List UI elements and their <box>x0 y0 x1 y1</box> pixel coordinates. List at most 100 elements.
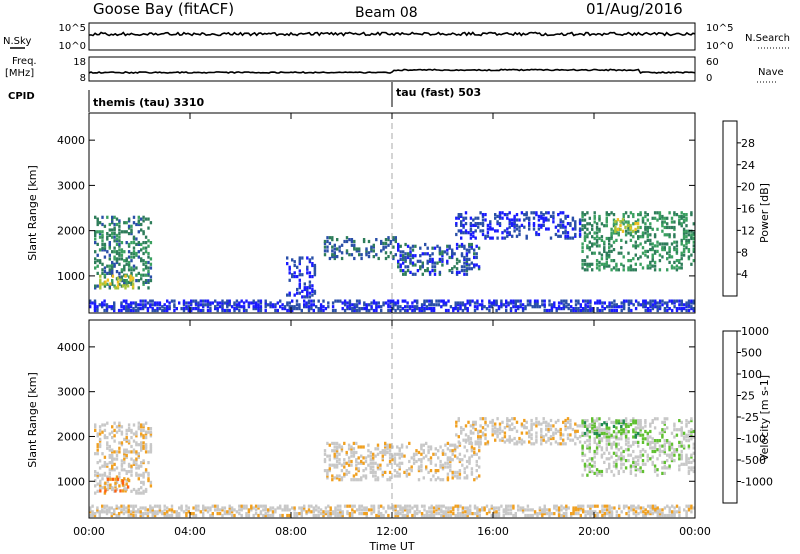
heatmap-cell <box>291 273 294 277</box>
heatmap-cell <box>315 513 318 518</box>
heatmap-cell <box>125 455 128 459</box>
heatmap-cell <box>464 510 467 514</box>
heatmap-cell <box>465 259 469 263</box>
y-tick-label: 1000 <box>57 270 85 283</box>
heatmap-cell <box>559 442 562 446</box>
heatmap-cell <box>291 305 294 309</box>
heatmap-cell <box>685 422 688 426</box>
heatmap-cell <box>142 273 145 277</box>
heatmap-cell <box>399 512 402 516</box>
heatmap-cell <box>529 301 532 305</box>
heatmap-cell <box>89 510 92 514</box>
heatmap-cell <box>161 512 164 516</box>
heatmap-cell <box>547 436 550 441</box>
heatmap-cell <box>656 417 659 421</box>
heatmap-cell <box>286 508 289 512</box>
heatmap-cell <box>687 444 691 448</box>
heatmap-cell <box>377 512 380 516</box>
heatmap-cell <box>646 229 649 233</box>
heatmap-cell <box>603 428 606 432</box>
heatmap-cell <box>146 308 150 313</box>
heatmap-cell <box>121 483 125 487</box>
heatmap-cell <box>463 470 466 474</box>
heatmap-cell <box>452 512 455 516</box>
heatmap-cell <box>549 214 553 218</box>
heatmap-cell <box>398 472 401 476</box>
heatmap-cell <box>466 513 469 518</box>
heatmap-cell <box>194 504 198 508</box>
heatmap-cell <box>228 504 231 508</box>
heatmap-cell <box>199 303 202 307</box>
heatmap-cell <box>606 305 609 309</box>
heatmap-cell <box>386 443 389 447</box>
heatmap-cell <box>99 479 102 483</box>
heatmap-cell <box>307 301 311 305</box>
heatmap-cell <box>216 504 219 508</box>
heatmap-cell <box>598 244 601 248</box>
heatmap-cell <box>440 299 443 303</box>
heatmap-cell <box>436 261 439 265</box>
heatmap-cell <box>331 253 334 257</box>
heatmap-cell <box>627 299 631 303</box>
heatmap-cell <box>533 301 537 305</box>
heatmap-cell <box>484 417 487 421</box>
heatmap-cell <box>583 218 587 222</box>
heatmap-cell <box>168 301 171 305</box>
heatmap-cell <box>303 282 306 286</box>
heatmap-cell <box>538 305 542 309</box>
heatmap-cell <box>603 508 606 512</box>
heatmap-cell <box>374 461 377 465</box>
heatmap-cell <box>149 448 153 452</box>
heatmap-cell <box>298 258 301 262</box>
heatmap-cell <box>454 305 457 309</box>
heatmap-cell <box>469 216 473 220</box>
colorbar-tick-label: 8 <box>741 246 748 259</box>
heatmap-cell <box>646 459 649 463</box>
heatmap-cell <box>594 513 597 518</box>
heatmap-cell <box>610 268 613 272</box>
heatmap-cell <box>137 308 140 313</box>
heatmap-cell <box>577 504 580 508</box>
heatmap-cell <box>469 504 472 508</box>
heatmap-cell <box>675 449 679 454</box>
heatmap-cell <box>137 425 140 429</box>
heatmap-cell <box>108 257 111 261</box>
heatmap-cell <box>430 513 433 518</box>
heatmap-cell <box>598 510 602 514</box>
heatmap-cell <box>632 428 635 432</box>
heatmap-cell <box>639 429 642 434</box>
heatmap-cell <box>375 303 378 307</box>
heatmap-cell <box>300 512 303 516</box>
heatmap-cell <box>94 215 97 219</box>
heatmap-cell <box>618 506 621 510</box>
heatmap-cell <box>144 235 148 239</box>
heatmap-cell <box>412 454 416 458</box>
heatmap-cell <box>507 512 510 516</box>
heatmap-cell <box>577 512 580 516</box>
heatmap-cell <box>600 453 604 457</box>
heatmap-cell <box>600 439 604 443</box>
heatmap-cell <box>574 506 578 510</box>
heatmap-cell <box>139 506 142 510</box>
heatmap-cell <box>185 301 188 305</box>
heatmap-cell <box>125 280 128 284</box>
heatmap-cell <box>682 244 686 248</box>
heatmap-cell <box>627 303 631 307</box>
heatmap-cell <box>257 504 260 508</box>
heatmap-cell <box>406 301 409 305</box>
heatmap-cell <box>634 307 638 311</box>
heatmap-cell <box>473 301 477 305</box>
heatmap-cell <box>221 299 224 303</box>
heatmap-cell <box>420 303 424 307</box>
heatmap-cell <box>334 510 337 514</box>
heatmap-cell <box>89 305 92 309</box>
heatmap-cell <box>615 453 618 457</box>
heatmap-cell <box>622 455 625 459</box>
heatmap-cell <box>153 303 157 307</box>
heatmap-cell <box>118 224 121 228</box>
heatmap-cell <box>464 438 468 442</box>
heatmap-cell <box>464 229 468 233</box>
heatmap-cell <box>668 444 671 448</box>
heatmap-cell <box>678 428 681 432</box>
heatmap-cell <box>113 239 116 243</box>
